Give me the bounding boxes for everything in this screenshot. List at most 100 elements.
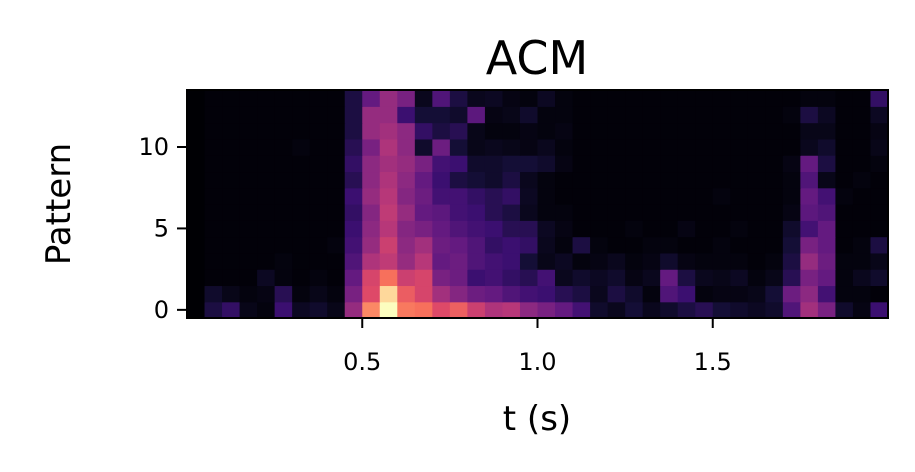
heatmap-cell: [835, 269, 853, 286]
heatmap-cell: [748, 90, 766, 107]
heatmap-cell: [748, 269, 766, 286]
heatmap-cell: [205, 302, 223, 319]
heatmap-cell: [853, 285, 871, 302]
heatmap-cell: [818, 285, 836, 302]
heatmap-cell: [502, 123, 520, 140]
heatmap-cell: [467, 253, 485, 270]
heatmap-cell: [730, 123, 748, 140]
heatmap-cell: [818, 139, 836, 156]
heatmap-cell: [800, 171, 818, 188]
heatmap-cell: [678, 171, 696, 188]
heatmap-cell: [310, 237, 328, 254]
heatmap-cell: [397, 90, 415, 107]
heatmap-cell: [748, 188, 766, 205]
heatmap-cell: [783, 220, 801, 237]
heatmap-cell: [520, 237, 538, 254]
heatmap-cell: [467, 90, 485, 107]
heatmap-cell: [450, 106, 468, 123]
heatmap-cell: [538, 269, 556, 286]
heatmap-cell: [660, 269, 678, 286]
heatmap-cell: [222, 171, 240, 188]
heatmap-cell: [222, 302, 240, 319]
heatmap-cell: [310, 269, 328, 286]
heatmap-cell: [520, 285, 538, 302]
heatmap-cell: [835, 204, 853, 221]
heatmap-cell: [397, 269, 415, 286]
heatmap-cell: [555, 237, 573, 254]
heatmap-cell: [643, 139, 661, 156]
heatmap-cell: [327, 285, 345, 302]
heatmap-cell: [800, 90, 818, 107]
heatmap-cell: [800, 237, 818, 254]
heatmap-cell: [538, 139, 556, 156]
heatmap-cell: [327, 155, 345, 172]
heatmap-cell: [870, 106, 888, 123]
heatmap-cell: [765, 237, 783, 254]
heatmap-cell: [380, 302, 398, 319]
heatmap-cell: [765, 204, 783, 221]
heatmap-cell: [257, 155, 275, 172]
heatmap-cell: [555, 171, 573, 188]
heatmap-cell: [870, 285, 888, 302]
heatmap-cell: [678, 253, 696, 270]
heatmap-cell: [660, 90, 678, 107]
heatmap-cell: [380, 253, 398, 270]
heatmap-cell: [625, 123, 643, 140]
heatmap-cell: [555, 302, 573, 319]
heatmap-cell: [800, 253, 818, 270]
heatmap-cell: [748, 237, 766, 254]
heatmap-cell: [818, 269, 836, 286]
y-axis-label: Pattern: [39, 143, 79, 265]
heatmap-cell: [713, 106, 731, 123]
heatmap-cell: [485, 204, 503, 221]
heatmap-cell: [783, 90, 801, 107]
heatmap-cell: [380, 90, 398, 107]
heatmap-cell: [450, 155, 468, 172]
heatmap-cell: [713, 155, 731, 172]
heatmap-cell: [608, 90, 626, 107]
heatmap-cell: [625, 171, 643, 188]
heatmap-cell: [450, 123, 468, 140]
heatmap-cell: [292, 171, 310, 188]
heatmap-cell: [678, 155, 696, 172]
heatmap-cell: [205, 285, 223, 302]
heatmap-cell: [327, 90, 345, 107]
heatmap-cell: [643, 302, 661, 319]
heatmap-cell: [765, 269, 783, 286]
heatmap-cell: [345, 204, 363, 221]
heatmap-cell: [240, 155, 258, 172]
heatmap-cell: [590, 237, 608, 254]
heatmap-cell: [397, 253, 415, 270]
heatmap-cell: [643, 269, 661, 286]
heatmap-cell: [660, 285, 678, 302]
heatmap-cell: [573, 285, 591, 302]
heatmap-cell: [240, 220, 258, 237]
heatmap-cell: [327, 204, 345, 221]
heatmap-cell: [292, 106, 310, 123]
heatmap-cell: [310, 139, 328, 156]
heatmap-cell: [783, 123, 801, 140]
heatmap-cell: [835, 285, 853, 302]
heatmap-cell: [292, 285, 310, 302]
heatmap-cell: [432, 253, 450, 270]
heatmap-cell: [362, 302, 380, 319]
heatmap-cell: [257, 123, 275, 140]
heatmap-cell: [538, 188, 556, 205]
heatmap-cell: [730, 237, 748, 254]
heatmap-cell: [625, 237, 643, 254]
heatmap-cell: [432, 237, 450, 254]
heatmap-cell: [520, 220, 538, 237]
heatmap-cell: [502, 220, 520, 237]
heatmap-cell: [222, 204, 240, 221]
heatmap-cell: [415, 123, 433, 140]
heatmap-cell: [450, 220, 468, 237]
heatmap-cell: [765, 302, 783, 319]
heatmap-cell: [485, 171, 503, 188]
heatmap-cell: [205, 90, 223, 107]
heatmap-cell: [853, 139, 871, 156]
heatmap-cell: [345, 302, 363, 319]
heatmap-cell: [362, 204, 380, 221]
heatmap-cell: [292, 253, 310, 270]
heatmap-cell: [765, 188, 783, 205]
heatmap-cell: [748, 220, 766, 237]
